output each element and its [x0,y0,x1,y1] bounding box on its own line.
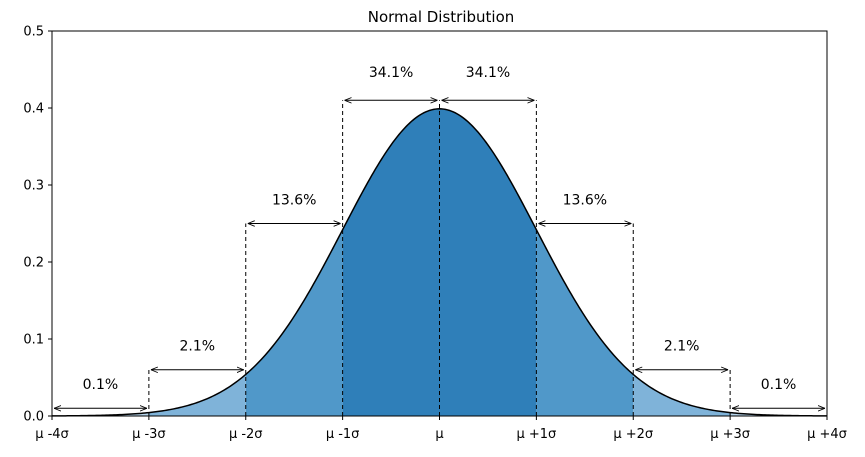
annotation-label-6: 0.1% [83,377,119,393]
y-tick-label-3: 0.3 [23,179,44,194]
density-curve [51,108,828,417]
x-tick-label-6: μ +2σ [613,427,653,442]
annotation-label-0: 34.1% [369,65,413,81]
x-tick-label-1: μ -3σ [132,427,166,442]
band-4 [148,374,246,416]
annotation-label-1: 34.1% [466,65,510,81]
x-tick-label-7: μ +3σ [710,427,750,442]
percentage-annotations: 34.1% 34.1% 13.6% 13.6% 2.1% 2.1% 0.1% 0.1% [54,65,825,408]
y-axis: 0.0 0.1 0.2 0.3 0.4 0.5 [23,25,52,425]
annotation-label-4: 2.1% [180,339,216,355]
y-tick-label-1: 0.1 [23,333,44,348]
y-tick-label-0: 0.0 [23,410,44,425]
annotation-label-3: 13.6% [563,192,607,208]
y-tick-label-2: 0.2 [23,256,44,271]
density-curve-group [51,108,828,417]
band-5 [633,374,731,416]
x-axis: μ -4σ μ -3σ μ -2σ μ -1σ μ μ +1σ μ +2σ μ +3σ μ +4… [35,416,847,442]
x-tick-label-4: μ [435,427,443,442]
band-1 [439,108,537,416]
annotation-label-7: 0.1% [761,377,797,393]
y-tick-label-5: 0.5 [23,25,44,40]
x-tick-label-3: μ -1σ [326,427,360,442]
x-tick-label-2: μ -2σ [229,427,263,442]
x-tick-label-5: μ +1σ [516,427,556,442]
x-tick-label-8: μ +4σ [807,427,847,442]
sigma-dashed-lines [148,100,731,416]
band-0 [342,108,440,416]
annotation-label-2: 13.6% [272,192,316,208]
chart-title: Normal Distribution [368,8,515,26]
annotation-label-5: 2.1% [664,339,700,355]
x-tick-label-0: μ -4σ [35,427,69,442]
y-tick-label-4: 0.4 [23,102,44,117]
